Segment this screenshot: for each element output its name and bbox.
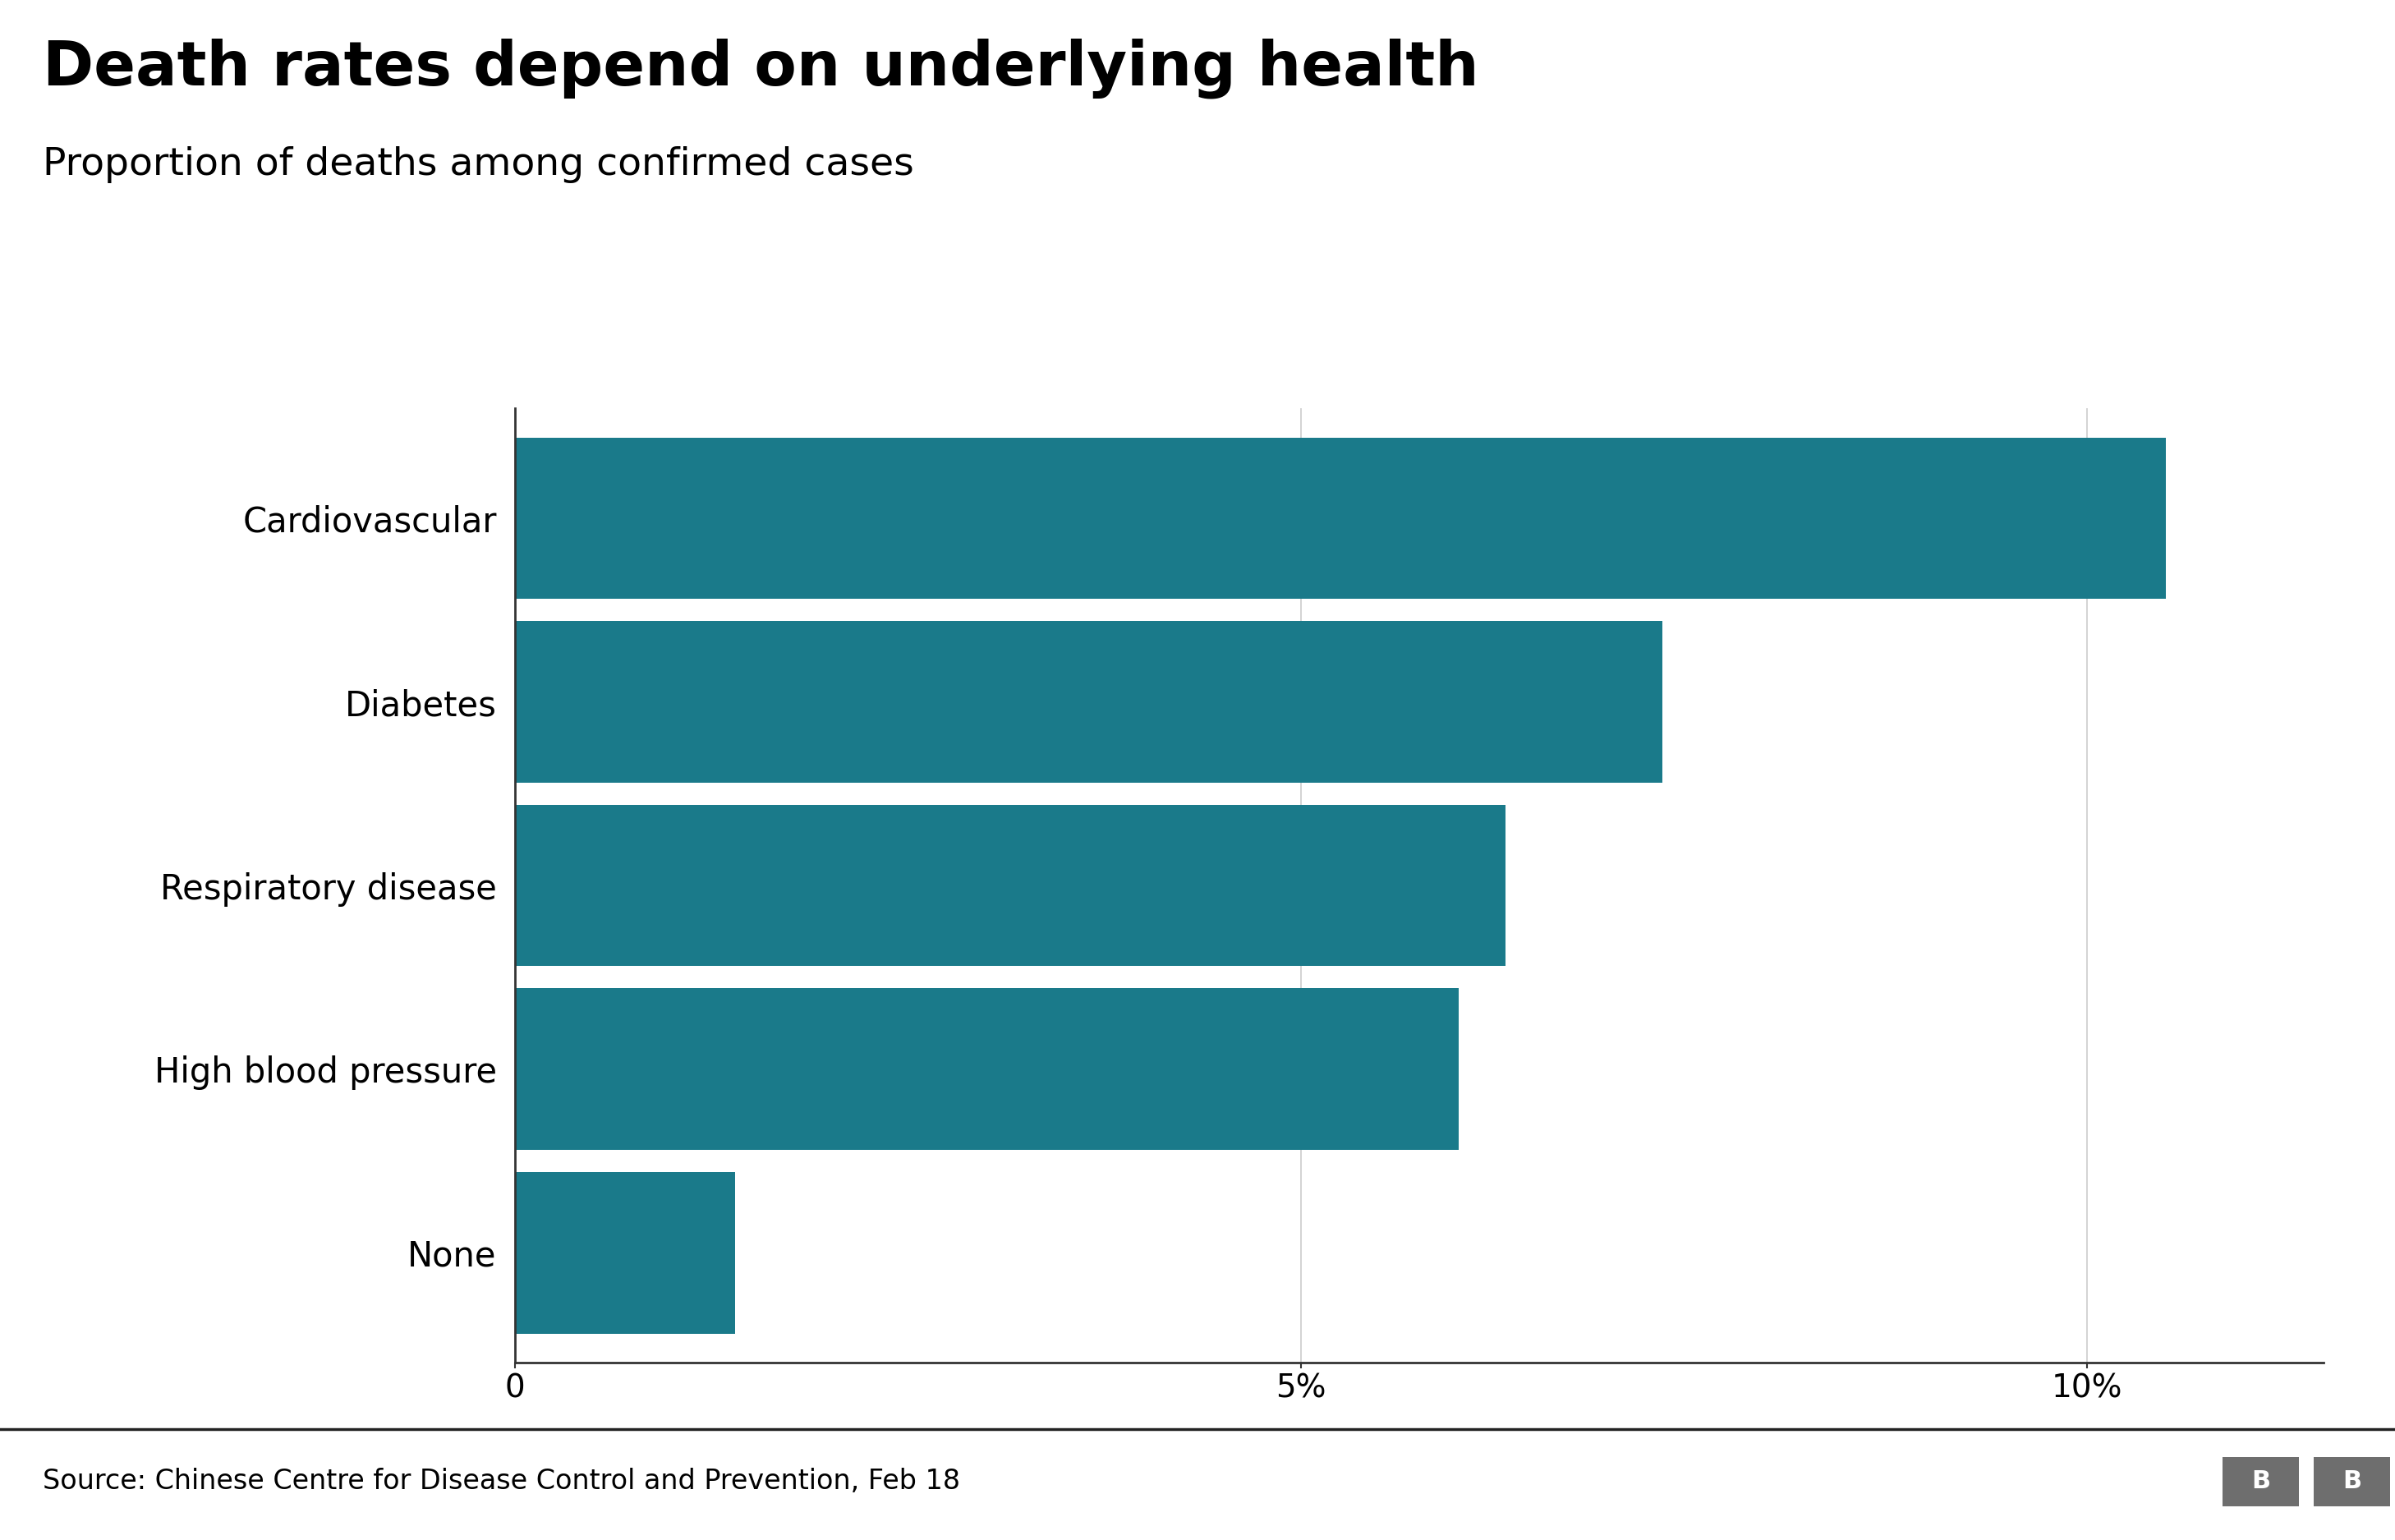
Bar (515, 989, 1459, 1150)
Bar (515, 805, 1506, 966)
Bar (515, 1172, 735, 1334)
Bar (515, 621, 1662, 782)
Text: B: B (2251, 1469, 2270, 1494)
Text: Death rates depend on underlying health: Death rates depend on underlying health (43, 38, 1480, 99)
Text: B: B (2342, 1469, 2361, 1494)
Text: Source: Chinese Centre for Disease Control and Prevention, Feb 18: Source: Chinese Centre for Disease Contr… (43, 1468, 960, 1495)
Bar (515, 437, 2165, 599)
Text: Proportion of deaths among confirmed cases: Proportion of deaths among confirmed cas… (43, 146, 915, 183)
